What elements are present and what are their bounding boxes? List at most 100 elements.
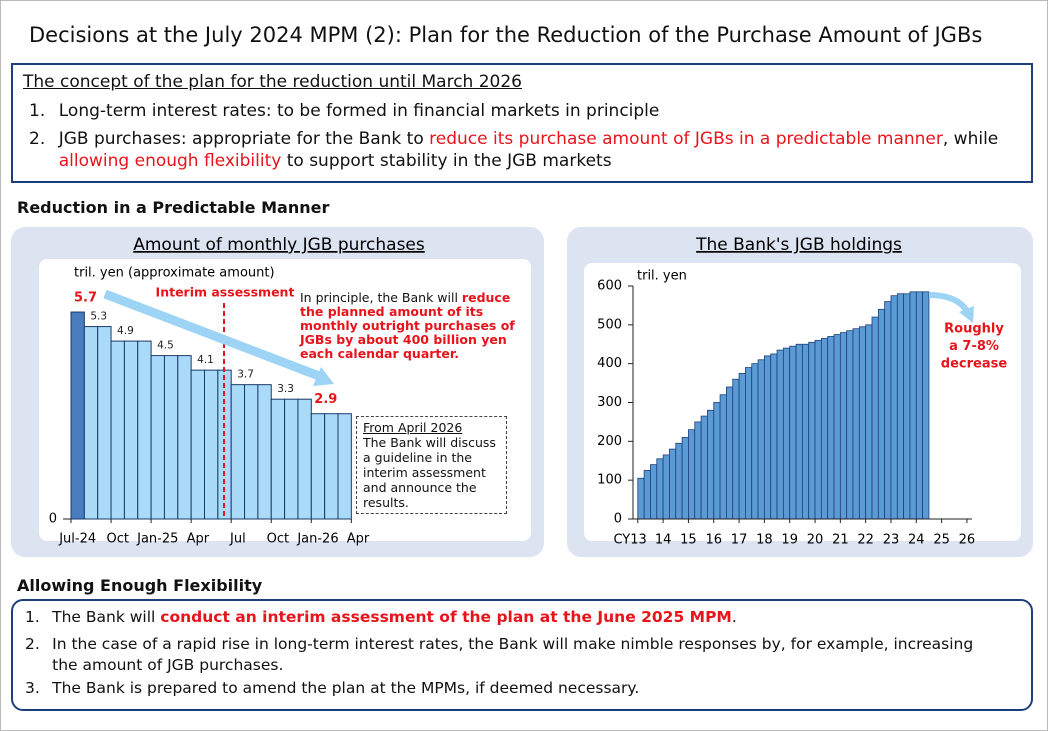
bar — [190, 369, 205, 520]
x-tick-label: 14 — [655, 533, 672, 548]
bar — [83, 326, 99, 520]
value-label: 4.9 — [117, 325, 134, 337]
bar — [324, 413, 339, 520]
bar — [662, 454, 670, 520]
bar — [669, 448, 677, 520]
x-tick-label: 20 — [807, 533, 824, 548]
x-tick-label: Apr — [187, 532, 210, 547]
bar — [244, 384, 259, 520]
x-tick-label: 26 — [959, 533, 976, 548]
bar — [903, 293, 911, 520]
bar — [858, 326, 867, 520]
x-tick-label: Jul-24 — [58, 532, 96, 547]
y-tick-label: 0 — [49, 512, 57, 527]
bar — [922, 291, 930, 520]
value-label: 3.3 — [277, 383, 294, 395]
trend-arrow — [103, 289, 321, 381]
bar — [70, 311, 85, 520]
bar — [871, 316, 879, 520]
bar — [820, 338, 829, 520]
value-label: 4.5 — [157, 340, 174, 352]
value-label: 2.9 — [314, 392, 337, 407]
bar — [909, 291, 917, 520]
x-tick-label: 15 — [680, 533, 697, 548]
decrease-arrow — [928, 292, 970, 313]
bar — [177, 355, 192, 520]
x-tick-label: 17 — [731, 533, 748, 548]
bar — [675, 442, 683, 520]
bar — [163, 355, 179, 520]
bar — [808, 341, 816, 520]
item-text: JGB purchases: appropriate for the Bank … — [59, 128, 1014, 172]
x-tick-label: 16 — [705, 533, 722, 548]
item-text: The Bank will conduct an interim assessm… — [52, 607, 985, 628]
annotation: decrease — [941, 357, 1008, 372]
bar — [230, 384, 246, 520]
text-run: JGB purchases: appropriate for the Bank … — [58, 129, 430, 149]
bar — [257, 384, 272, 520]
annotation: a 7-8% — [949, 339, 999, 354]
bar — [150, 355, 165, 520]
bar — [846, 330, 854, 520]
bar — [865, 324, 873, 520]
value-label: 3.7 — [237, 369, 254, 381]
bar — [204, 369, 219, 520]
text-run: The Bank will — [52, 608, 161, 626]
april-box-body: The Bank will discuss a guideline in the… — [363, 435, 496, 510]
reduction-note: In principle, the Bank will reduce the p… — [300, 291, 522, 361]
item-number: 2. — [29, 129, 46, 149]
text-run: , while — [942, 129, 999, 149]
value-label: 5.7 — [74, 291, 97, 306]
bar — [719, 394, 727, 520]
text-run: In the case of a rapid rise in long-term… — [52, 635, 974, 674]
text-run: reduce the planned amount of its monthly… — [300, 290, 515, 361]
bar — [814, 339, 822, 520]
bar — [650, 464, 658, 520]
bar — [284, 398, 299, 520]
text-run: allowing enough flexibility — [58, 151, 282, 171]
april-box-heading: From April 2026 — [363, 420, 463, 435]
bar — [270, 398, 286, 520]
bar — [297, 398, 312, 520]
bar — [915, 291, 924, 520]
x-tick-label: 23 — [883, 533, 900, 548]
x-tick-label: 22 — [857, 533, 874, 548]
bar — [681, 437, 689, 520]
bar — [877, 308, 886, 520]
bar — [700, 415, 708, 520]
bar — [643, 470, 651, 520]
x-tick-label: 24 — [908, 533, 925, 548]
bar — [884, 301, 892, 520]
text-run: reduce its purchase amount of JGBs in a … — [429, 129, 943, 149]
text-run: . — [731, 608, 737, 626]
bar — [751, 363, 759, 520]
bar — [337, 413, 352, 520]
bar — [833, 334, 841, 520]
chart-title: Amount of monthly JGB purchases — [133, 235, 425, 255]
bar — [688, 429, 696, 520]
x-tick-label: Oct — [267, 532, 289, 547]
bar — [839, 332, 848, 520]
y-tick-label: 500 — [597, 317, 622, 332]
bar — [827, 336, 835, 520]
item-number: 1. — [29, 101, 46, 121]
bar — [694, 421, 702, 520]
x-tick-label: Apr — [347, 532, 370, 547]
bar — [745, 367, 753, 520]
bar — [890, 295, 898, 520]
bar — [110, 340, 125, 520]
item-text: Long-term interest rates: to be formed i… — [59, 100, 1014, 122]
text-run: conduct an interim assessment of the pla… — [160, 608, 732, 626]
bar — [757, 359, 765, 520]
bar — [707, 409, 715, 520]
y-tick-label: 300 — [597, 395, 622, 410]
text-run: In principle, the Bank will — [300, 290, 462, 305]
bar — [896, 293, 905, 520]
bar — [713, 402, 721, 520]
bar — [795, 343, 803, 520]
annotation: Roughly — [944, 322, 1004, 337]
x-tick-label: 19 — [781, 533, 798, 548]
value-label: 5.3 — [90, 311, 107, 323]
section-heading: Allowing Enough Flexibility — [17, 576, 263, 595]
